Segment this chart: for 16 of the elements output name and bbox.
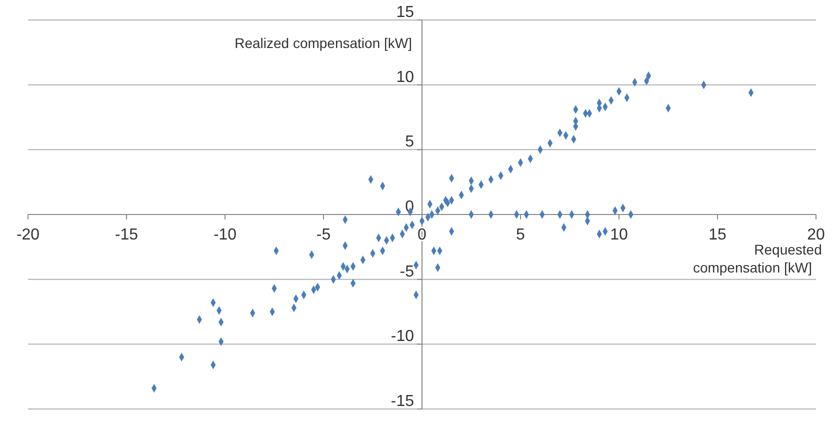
- x-tick-label: 5: [516, 226, 526, 244]
- y-tick-label: 5: [405, 134, 414, 151]
- y-tick-label: -5: [400, 263, 414, 280]
- x-tick-label: 10: [610, 226, 628, 244]
- x-tick-label: 20: [807, 226, 825, 244]
- y-tick-label: -10: [390, 328, 414, 346]
- y-tick-label: 10: [396, 68, 414, 86]
- y-tick-label: -15: [390, 393, 414, 410]
- x-tick-label: -20: [16, 226, 40, 244]
- y-axis-title: Realized compensation [kW]: [234, 35, 412, 51]
- x-tick-label: -15: [114, 226, 138, 244]
- x-tick-label: -10: [213, 226, 237, 244]
- x-tick-label: -5: [316, 226, 331, 244]
- x-axis-title: Requested compensation [kW]: [692, 242, 822, 276]
- x-tick-label: 15: [708, 226, 726, 244]
- y-tick-label: 15: [396, 4, 414, 21]
